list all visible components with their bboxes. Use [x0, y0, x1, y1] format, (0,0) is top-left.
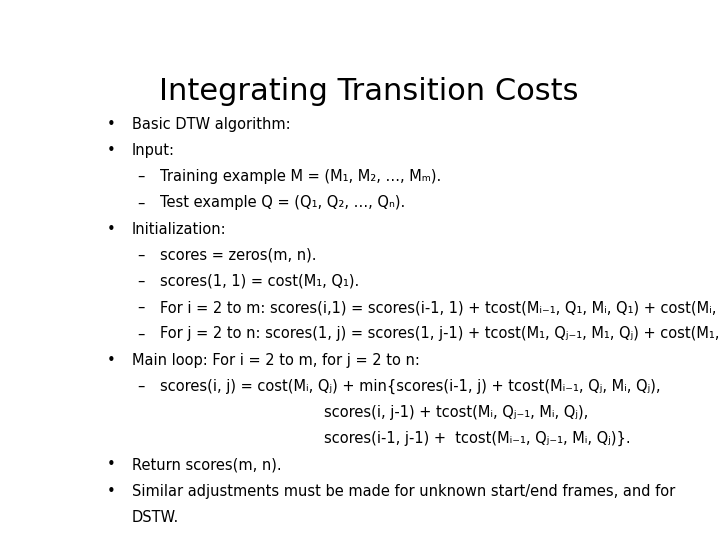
- Text: scores(1, 1) = cost(M₁, Q₁).: scores(1, 1) = cost(M₁, Q₁).: [160, 274, 359, 289]
- Text: Test example Q = (Q₁, Q₂, …, Qₙ).: Test example Q = (Q₁, Q₂, …, Qₙ).: [160, 195, 405, 211]
- Text: •: •: [107, 483, 115, 498]
- Text: •: •: [107, 221, 115, 237]
- Text: Training example M = (M₁, M₂, …, Mₘ).: Training example M = (M₁, M₂, …, Mₘ).: [160, 169, 441, 184]
- Text: –: –: [138, 326, 145, 341]
- Text: scores(i, j) = cost(Mᵢ, Qⱼ) + min{scores(i-1, j) + tcost(Mᵢ₋₁, Qⱼ, Mᵢ, Qⱼ),: scores(i, j) = cost(Mᵢ, Qⱼ) + min{scores…: [160, 379, 660, 394]
- Text: Input:: Input:: [132, 143, 175, 158]
- Text: –: –: [138, 379, 145, 394]
- Text: –: –: [138, 248, 145, 263]
- Text: Main loop: For i = 2 to m, for j = 2 to n:: Main loop: For i = 2 to m, for j = 2 to …: [132, 353, 420, 368]
- Text: •: •: [107, 143, 115, 158]
- Text: •: •: [107, 457, 115, 472]
- Text: scores(i, j-1) + tcost(Mᵢ, Qⱼ₋₁, Mᵢ, Qⱼ),: scores(i, j-1) + tcost(Mᵢ, Qⱼ₋₁, Mᵢ, Qⱼ)…: [324, 405, 589, 420]
- Text: Return scores(m, n).: Return scores(m, n).: [132, 457, 282, 472]
- Text: DSTW.: DSTW.: [132, 510, 179, 525]
- Text: Similar adjustments must be made for unknown start/end frames, and for: Similar adjustments must be made for unk…: [132, 483, 675, 498]
- Text: –: –: [138, 169, 145, 184]
- Text: scores = zeros(m, n).: scores = zeros(m, n).: [160, 248, 316, 263]
- Text: Initialization:: Initialization:: [132, 221, 227, 237]
- Text: –: –: [138, 300, 145, 315]
- Text: •: •: [107, 353, 115, 368]
- Text: –: –: [138, 195, 145, 211]
- Text: For j = 2 to n: scores(1, j) = scores(1, j-1) + tcost(M₁, Qⱼ₋₁, M₁, Qⱼ) + cost(M: For j = 2 to n: scores(1, j) = scores(1,…: [160, 326, 720, 341]
- Text: Basic DTW algorithm:: Basic DTW algorithm:: [132, 117, 290, 132]
- Text: –: –: [138, 274, 145, 289]
- Text: Integrating Transition Costs: Integrating Transition Costs: [159, 77, 579, 106]
- Text: scores(i-1, j-1) +  tcost(Mᵢ₋₁, Qⱼ₋₁, Mᵢ, Qⱼ)}.: scores(i-1, j-1) + tcost(Mᵢ₋₁, Qⱼ₋₁, Mᵢ,…: [324, 431, 631, 447]
- Text: •: •: [107, 117, 115, 132]
- Text: For i = 2 to m: scores(i,1) = scores(i-1, 1) + tcost(Mᵢ₋₁, Q₁, Mᵢ, Q₁) + cost(Mᵢ: For i = 2 to m: scores(i,1) = scores(i-1…: [160, 300, 720, 315]
